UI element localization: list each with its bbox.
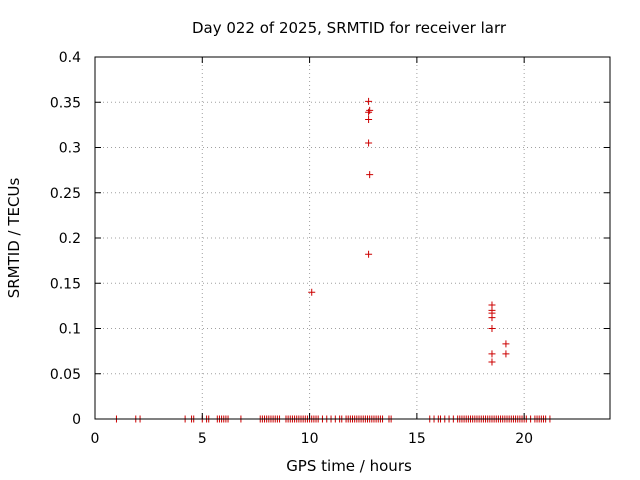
x-tick-label: 0 [91, 431, 100, 447]
x-tick-label: 10 [301, 431, 319, 447]
x-tick-label: 15 [408, 431, 426, 447]
plot-area-border [94, 56, 611, 420]
data-point [365, 115, 373, 123]
y-tick-label: 0.35 [50, 95, 81, 111]
y-tick-label: 0.25 [50, 186, 81, 202]
data-point [366, 171, 374, 179]
data-point [488, 350, 496, 358]
y-tick-label: 0.15 [50, 276, 81, 292]
data-point [365, 139, 373, 147]
y-tick-label: 0.3 [59, 141, 81, 157]
y-tick-label: 0 [72, 412, 81, 428]
y-tick-label: 0.05 [50, 367, 81, 383]
x-tick-label: 5 [198, 431, 207, 447]
data-point [366, 106, 374, 114]
y-axis-label: SRMTID / TECUs [5, 178, 23, 299]
data-point [308, 288, 316, 296]
data-point [365, 250, 373, 258]
y-tick-label: 0.2 [59, 231, 81, 247]
data-point [488, 301, 496, 309]
data-point [365, 108, 373, 116]
data-point [502, 350, 510, 358]
data-point [365, 97, 373, 105]
chart-title: Day 022 of 2025, SRMTID for receiver lar… [192, 19, 507, 37]
data-point [488, 325, 496, 332]
x-axis-label: GPS time / hours [286, 457, 412, 475]
data-point [502, 340, 510, 348]
axis-ticks: 0 5 10 15 20 0 0.05 0.1 0.15 0.2 0.25 0.3 0.35 0.4 [50, 50, 610, 447]
y-tick-label: 0.4 [59, 50, 81, 66]
data-point [488, 358, 496, 366]
grid [95, 57, 610, 419]
y-tick-label: 0.1 [59, 322, 81, 338]
x-tick-label: 20 [515, 431, 533, 447]
